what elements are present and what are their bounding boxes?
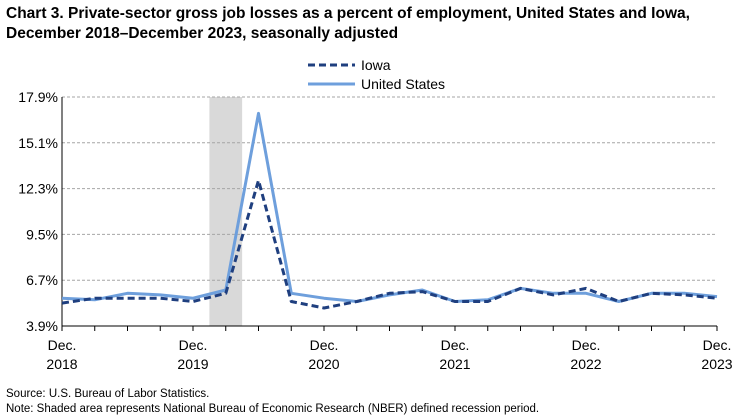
x-tick-label-year: 2018 bbox=[46, 356, 77, 372]
x-tick-label-year: 2020 bbox=[308, 356, 339, 372]
y-tick-label: 15.1% bbox=[18, 135, 58, 151]
axis-layer bbox=[61, 97, 718, 331]
y-tick-label: 3.9% bbox=[26, 318, 58, 334]
series-line-iowa bbox=[61, 178, 718, 310]
legend: Iowa United States bbox=[308, 57, 445, 92]
tick-label-layer: 3.9% 6.7% 9.5% 12.3% 15.1% 17.9% Dec. 2018 Dec. 2… bbox=[18, 89, 732, 372]
recession-note: Note: Shaded area represents National Bu… bbox=[6, 403, 540, 415]
x-tick-label-year: 2022 bbox=[570, 356, 601, 372]
source-note: Source: U.S. Bureau of Labor Statistics. bbox=[6, 388, 210, 400]
line-chart: 3.9% 6.7% 9.5% 12.3% 15.1% 17.9% Dec. 2018 Dec. 2… bbox=[18, 57, 732, 372]
legend-label-iowa: Iowa bbox=[361, 57, 391, 73]
x-tick-label-year: 2021 bbox=[439, 356, 470, 372]
y-tick-label: 9.5% bbox=[26, 226, 58, 242]
series-line-united-states bbox=[61, 111, 718, 303]
y-tick-label: 17.9% bbox=[18, 89, 58, 105]
x-tick-label-month: Dec. bbox=[179, 337, 208, 353]
x-tick-label-month: Dec. bbox=[703, 337, 732, 353]
chart-title: Chart 3. Private-sector gross job losses… bbox=[6, 5, 690, 42]
gridline-layer bbox=[62, 96, 717, 281]
series-layer bbox=[61, 111, 718, 310]
x-tick-label-month: Dec. bbox=[441, 337, 470, 353]
legend-label-united-states: United States bbox=[361, 76, 445, 92]
x-tick-label-year: 2023 bbox=[701, 356, 732, 372]
y-tick-label: 6.7% bbox=[26, 272, 58, 288]
x-tick-label-month: Dec. bbox=[572, 337, 601, 353]
x-tick-label-month: Dec. bbox=[48, 337, 77, 353]
chart-notes: Source: U.S. Bureau of Labor Statistics.… bbox=[6, 387, 539, 417]
x-tick-label-month: Dec. bbox=[310, 337, 339, 353]
y-tick-label: 12.3% bbox=[18, 181, 58, 197]
x-tick-label-year: 2019 bbox=[177, 356, 208, 372]
